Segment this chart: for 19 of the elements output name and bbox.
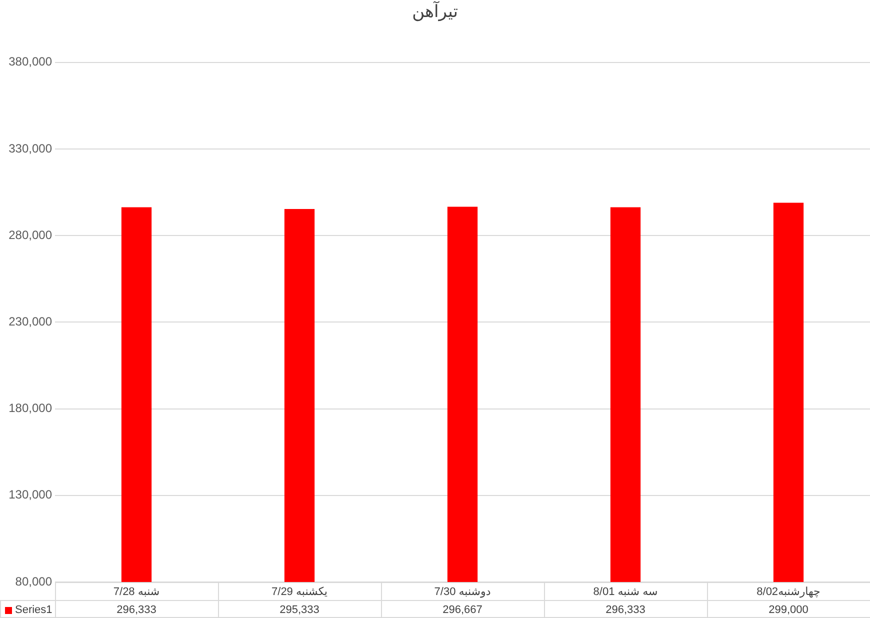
x-tick-label: دوشنبه 7/30	[434, 586, 491, 598]
data-label: 296,667	[442, 604, 482, 616]
y-tick-label: 330,000	[8, 141, 52, 156]
y-tick-label: 230,000	[8, 314, 52, 329]
chart-title: تیرآهن	[412, 0, 458, 22]
y-tick-label: 380,000	[8, 54, 52, 69]
data-label: 295,333	[280, 604, 320, 616]
x-tick-label: شنبه 7/28	[113, 586, 160, 598]
legend-label: Series1	[15, 604, 52, 616]
y-tick-label: 180,000	[8, 401, 52, 416]
data-label: 296,333	[606, 604, 646, 616]
y-tick-label: 130,000	[8, 488, 52, 502]
data-label: 296,333	[116, 604, 156, 616]
x-tick-label: یکشنبه 7/29	[272, 586, 328, 598]
y-tick-label: 280,000	[8, 228, 52, 242]
data-label: 299,000	[768, 604, 808, 616]
x-tick-label: چهارشنبه8/02	[756, 586, 820, 598]
y-tick-label: 80,000	[15, 574, 52, 588]
x-tick-label: سه شنبه 8/01	[593, 586, 658, 598]
